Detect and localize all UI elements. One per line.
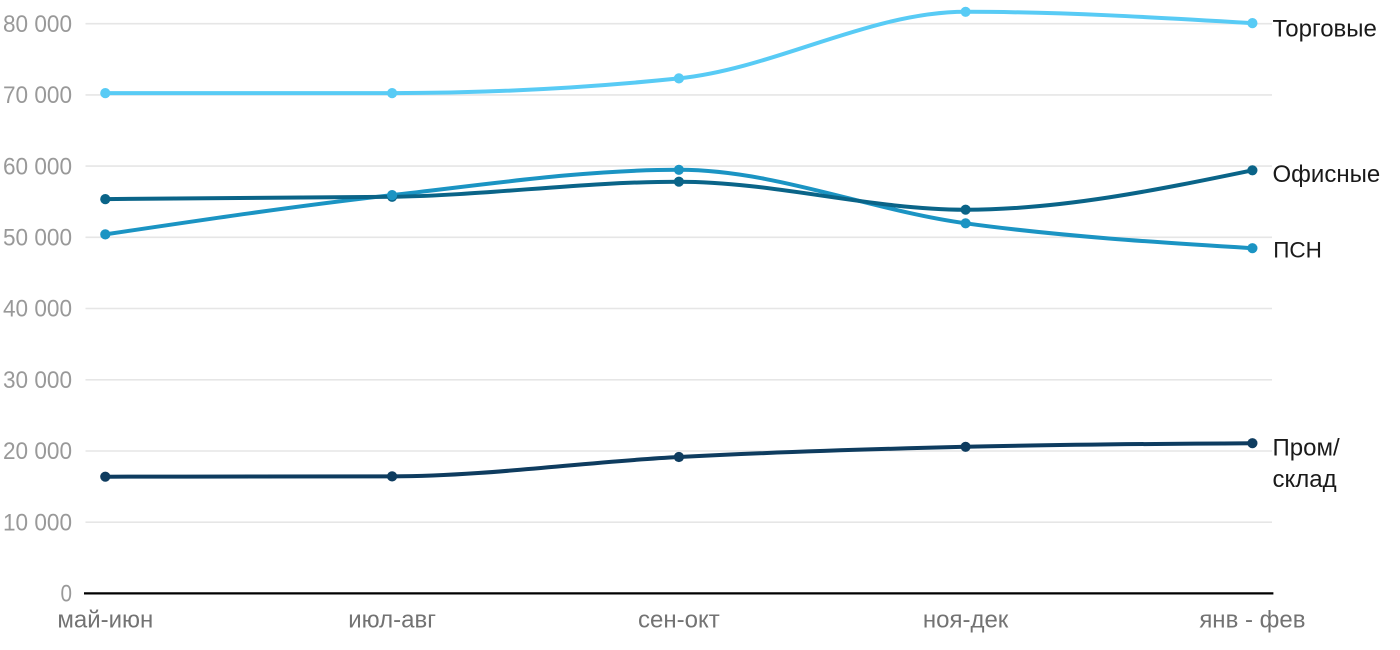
svg-text:ПСН: ПСН (1273, 238, 1322, 263)
svg-text:40 000: 40 000 (3, 296, 72, 323)
svg-text:май-июн: май-июн (57, 607, 153, 634)
svg-text:10 000: 10 000 (3, 509, 72, 536)
svg-text:Пром/: Пром/ (1273, 435, 1340, 462)
svg-text:склад: склад (1273, 466, 1337, 493)
svg-text:80 000: 80 000 (3, 11, 72, 38)
svg-text:июл-авг: июл-авг (348, 607, 436, 634)
svg-text:Торговые: Торговые (1273, 15, 1377, 42)
svg-text:янв - фев: янв - фев (1199, 607, 1305, 634)
svg-text:60 000: 60 000 (3, 153, 72, 180)
svg-text:0: 0 (61, 581, 73, 608)
svg-text:сен-окт: сен-окт (638, 607, 720, 634)
svg-text:ноя-дек: ноя-дек (923, 607, 1009, 634)
svg-text:Офисные: Офисные (1273, 161, 1381, 188)
svg-text:30 000: 30 000 (3, 367, 72, 394)
svg-text:50 000: 50 000 (3, 225, 72, 252)
svg-text:70 000: 70 000 (3, 82, 72, 109)
svg-text:20 000: 20 000 (3, 438, 72, 465)
